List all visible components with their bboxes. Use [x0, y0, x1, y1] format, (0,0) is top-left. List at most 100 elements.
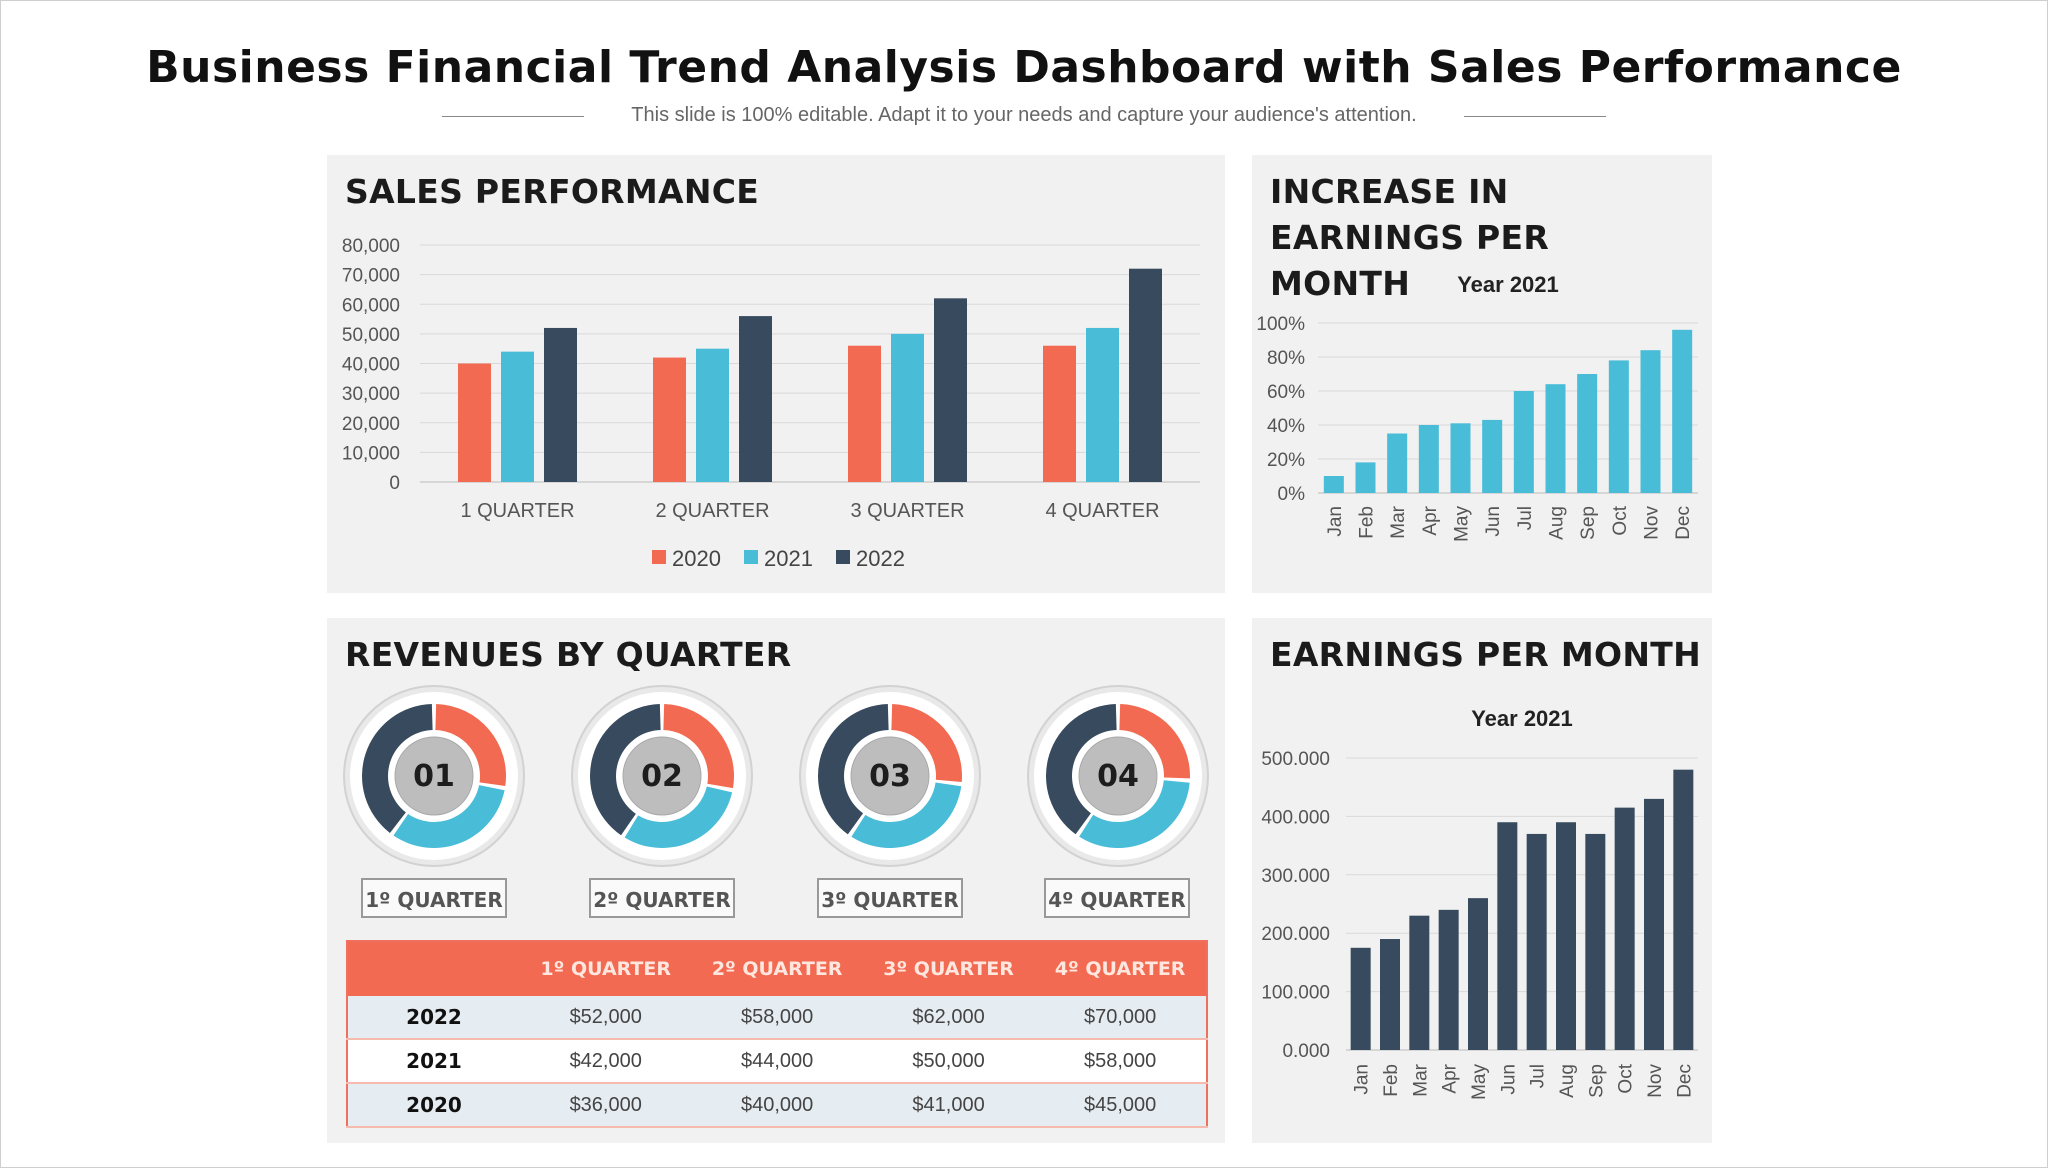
y-tick-label: 200.000 — [1261, 924, 1330, 945]
table-row: 2022 $52,000 $58,000 $62,000 $70,000 — [347, 996, 1207, 1040]
bar — [1450, 423, 1471, 493]
bar — [1482, 419, 1503, 493]
bar — [1526, 833, 1547, 1050]
bar — [1468, 898, 1488, 1050]
y-tick-label: 100.000 — [1261, 983, 1330, 1004]
x-tick-label: Sep — [1578, 506, 1599, 540]
legend-label: 2021 — [764, 546, 813, 571]
bar — [934, 298, 967, 482]
revenues-table: 1º QUARTER 2º QUARTER 3º QUARTER 4º QUAR… — [346, 940, 1208, 1128]
y-tick-label: 40,000 — [342, 355, 400, 376]
bar — [891, 333, 924, 482]
donut-slice — [1079, 780, 1190, 848]
y-tick-label: 400.000 — [1261, 807, 1330, 828]
subtitle-rule-left — [442, 116, 584, 117]
x-tick-label: Dec — [1674, 1064, 1695, 1098]
donut-quarter-label: 1º QUARTER — [361, 878, 507, 918]
x-tick-label: Jun — [1483, 506, 1504, 537]
x-tick-label: Jul — [1528, 1064, 1549, 1088]
y-tick-label: 0% — [1278, 484, 1306, 505]
y-tick-label: 30,000 — [342, 384, 400, 405]
page-subtitle: This slide is 100% editable. Adapt it to… — [631, 104, 1417, 126]
y-tick-label: 0.000 — [1282, 1041, 1330, 1062]
legend-label: 2020 — [672, 546, 721, 571]
table-header-cell — [347, 941, 520, 996]
bar — [1350, 947, 1371, 1050]
bar — [1556, 822, 1576, 1050]
y-tick-label: 100% — [1256, 314, 1305, 335]
bar — [458, 363, 491, 482]
donut-hub — [622, 736, 702, 816]
table-cell: $36,000 — [520, 1083, 692, 1128]
chart-subtitle: Year 2021 — [1457, 272, 1559, 297]
donut-hub — [394, 736, 474, 816]
table-cell: $58,000 — [1034, 1039, 1207, 1084]
y-tick-label: 80,000 — [342, 236, 400, 257]
bar — [653, 357, 686, 482]
y-tick-label: 40% — [1267, 416, 1305, 437]
x-tick-label: Nov — [1645, 1064, 1666, 1098]
x-tick-label: 4 QUARTER — [1045, 500, 1159, 522]
table-header-cell: 3º QUARTER — [862, 941, 1035, 996]
table-cell: $58,000 — [691, 996, 863, 1040]
x-tick-label: Mar — [1388, 505, 1409, 538]
bar — [1129, 268, 1162, 482]
table-cell: $41,000 — [862, 1083, 1035, 1128]
donut-number: 03 — [869, 759, 911, 794]
sales-performance-title: SALES PERFORMANCE — [345, 172, 760, 211]
donut-slice — [891, 704, 962, 782]
table-cell: $42,000 — [520, 1039, 692, 1084]
legend-swatch — [744, 550, 758, 564]
earnings-panel: EARNINGS PER MONTH — [1252, 618, 1712, 1143]
bar — [848, 345, 881, 482]
donut-slice — [1119, 704, 1190, 779]
table-row-year: 2020 — [347, 1083, 520, 1128]
donut-number: 01 — [413, 759, 455, 794]
x-tick-label: Apr — [1420, 505, 1441, 535]
y-tick-label: 60,000 — [342, 295, 400, 316]
x-tick-label: Jan — [1352, 1064, 1373, 1095]
donut-slice — [817, 704, 889, 835]
x-tick-label: 1 QUARTER — [460, 500, 574, 522]
donut-slice — [435, 704, 506, 786]
y-tick-label: 60% — [1267, 382, 1305, 403]
bar — [1614, 807, 1635, 1050]
bar — [1043, 345, 1076, 482]
donut-number: 02 — [641, 759, 683, 794]
bar — [739, 316, 772, 482]
bar — [544, 327, 577, 482]
y-tick-label: 10,000 — [342, 443, 400, 464]
bar — [501, 351, 534, 482]
bar — [1409, 915, 1430, 1050]
table-cell: $45,000 — [1034, 1083, 1207, 1128]
x-tick-label: Apr — [1440, 1063, 1461, 1093]
bar — [1323, 476, 1344, 493]
donut-slice — [393, 785, 505, 848]
donut-hub — [1078, 736, 1158, 816]
x-tick-label: Mar — [1410, 1063, 1431, 1096]
bar — [1672, 329, 1693, 493]
donut-number: 04 — [1097, 759, 1139, 794]
bar — [1673, 769, 1694, 1050]
x-tick-label: 2 QUARTER — [655, 500, 769, 522]
x-tick-label: Jul — [1515, 506, 1536, 530]
x-tick-label: Aug — [1547, 506, 1568, 540]
bar — [1355, 462, 1376, 493]
bar — [1513, 391, 1534, 493]
page-title: Business Financial Trend Analysis Dashbo… — [146, 42, 1902, 93]
bar — [1640, 350, 1661, 493]
subtitle-wrap: This slide is 100% editable. Adapt it to… — [0, 104, 2048, 127]
table-header-cell: 4º QUARTER — [1034, 941, 1207, 996]
y-tick-label: 80% — [1267, 348, 1305, 369]
donut-slice — [1045, 704, 1117, 835]
donut-slice — [663, 704, 734, 789]
legend-swatch — [652, 550, 666, 564]
revenues-title: REVENUES BY QUARTER — [345, 635, 792, 674]
donut-slice — [624, 786, 733, 848]
x-tick-label: Nov — [1642, 506, 1663, 540]
donut-slice — [361, 704, 433, 833]
increase-earnings-title: INCREASE IN EARNINGS PER MONTH — [1270, 172, 1550, 303]
bar — [1608, 360, 1629, 493]
subtitle-rule-right — [1464, 116, 1606, 117]
